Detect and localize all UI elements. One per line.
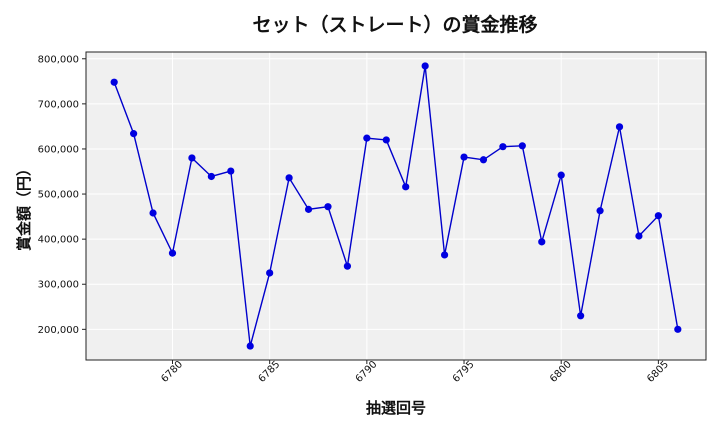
data-point bbox=[596, 207, 604, 215]
x-tick-label: 6785 bbox=[257, 359, 283, 385]
plot-area bbox=[86, 52, 706, 360]
data-point bbox=[421, 62, 429, 70]
data-point bbox=[479, 156, 488, 164]
x-tick-label: 6795 bbox=[451, 359, 477, 385]
data-point bbox=[343, 262, 352, 270]
x-tick-label: 6790 bbox=[354, 359, 380, 385]
data-point bbox=[246, 342, 254, 350]
data-point bbox=[363, 134, 371, 142]
data-point bbox=[674, 325, 682, 333]
y-tick-label: 800,000 bbox=[38, 54, 79, 65]
data-point bbox=[440, 251, 449, 259]
data-point bbox=[460, 153, 468, 161]
data-point bbox=[285, 174, 293, 182]
data-point bbox=[324, 203, 332, 211]
grid bbox=[86, 52, 706, 360]
data-point bbox=[304, 205, 313, 213]
data-point bbox=[188, 154, 196, 162]
data-point bbox=[518, 142, 526, 150]
data-point bbox=[577, 312, 585, 320]
data-point bbox=[130, 130, 138, 138]
y-tick-label: 500,000 bbox=[38, 190, 79, 201]
x-tick-label: 6780 bbox=[159, 359, 185, 385]
data-point bbox=[615, 123, 624, 131]
data-point bbox=[538, 238, 546, 246]
y-tick-label: 200,000 bbox=[38, 325, 79, 336]
data-point bbox=[110, 78, 118, 86]
y-tick-label: 700,000 bbox=[38, 99, 79, 110]
data-point bbox=[149, 209, 157, 217]
axes bbox=[82, 51, 707, 364]
data-point bbox=[635, 232, 643, 240]
x-tick-label: 6805 bbox=[645, 359, 671, 385]
series-line bbox=[113, 65, 679, 347]
data-point bbox=[654, 212, 662, 220]
axes-frame bbox=[85, 51, 707, 361]
data-point bbox=[207, 172, 215, 181]
data-point bbox=[168, 249, 177, 257]
y-tick-label: 400,000 bbox=[38, 235, 79, 246]
data-point bbox=[499, 143, 507, 151]
data-point bbox=[266, 269, 274, 277]
x-axis-label: 抽選回号 bbox=[366, 399, 426, 417]
y-axis-label: 賞金額（円） bbox=[15, 161, 33, 251]
x-tick-label: 6800 bbox=[548, 359, 574, 385]
data-point bbox=[227, 167, 235, 175]
y-tick-label: 600,000 bbox=[38, 144, 79, 155]
data-point bbox=[557, 171, 565, 179]
data-point bbox=[402, 183, 410, 191]
data-point bbox=[382, 136, 390, 144]
y-tick-label: 300,000 bbox=[38, 280, 79, 291]
series bbox=[110, 62, 682, 350]
chart-title: セット（ストレート）の賞金推移 bbox=[252, 13, 537, 36]
